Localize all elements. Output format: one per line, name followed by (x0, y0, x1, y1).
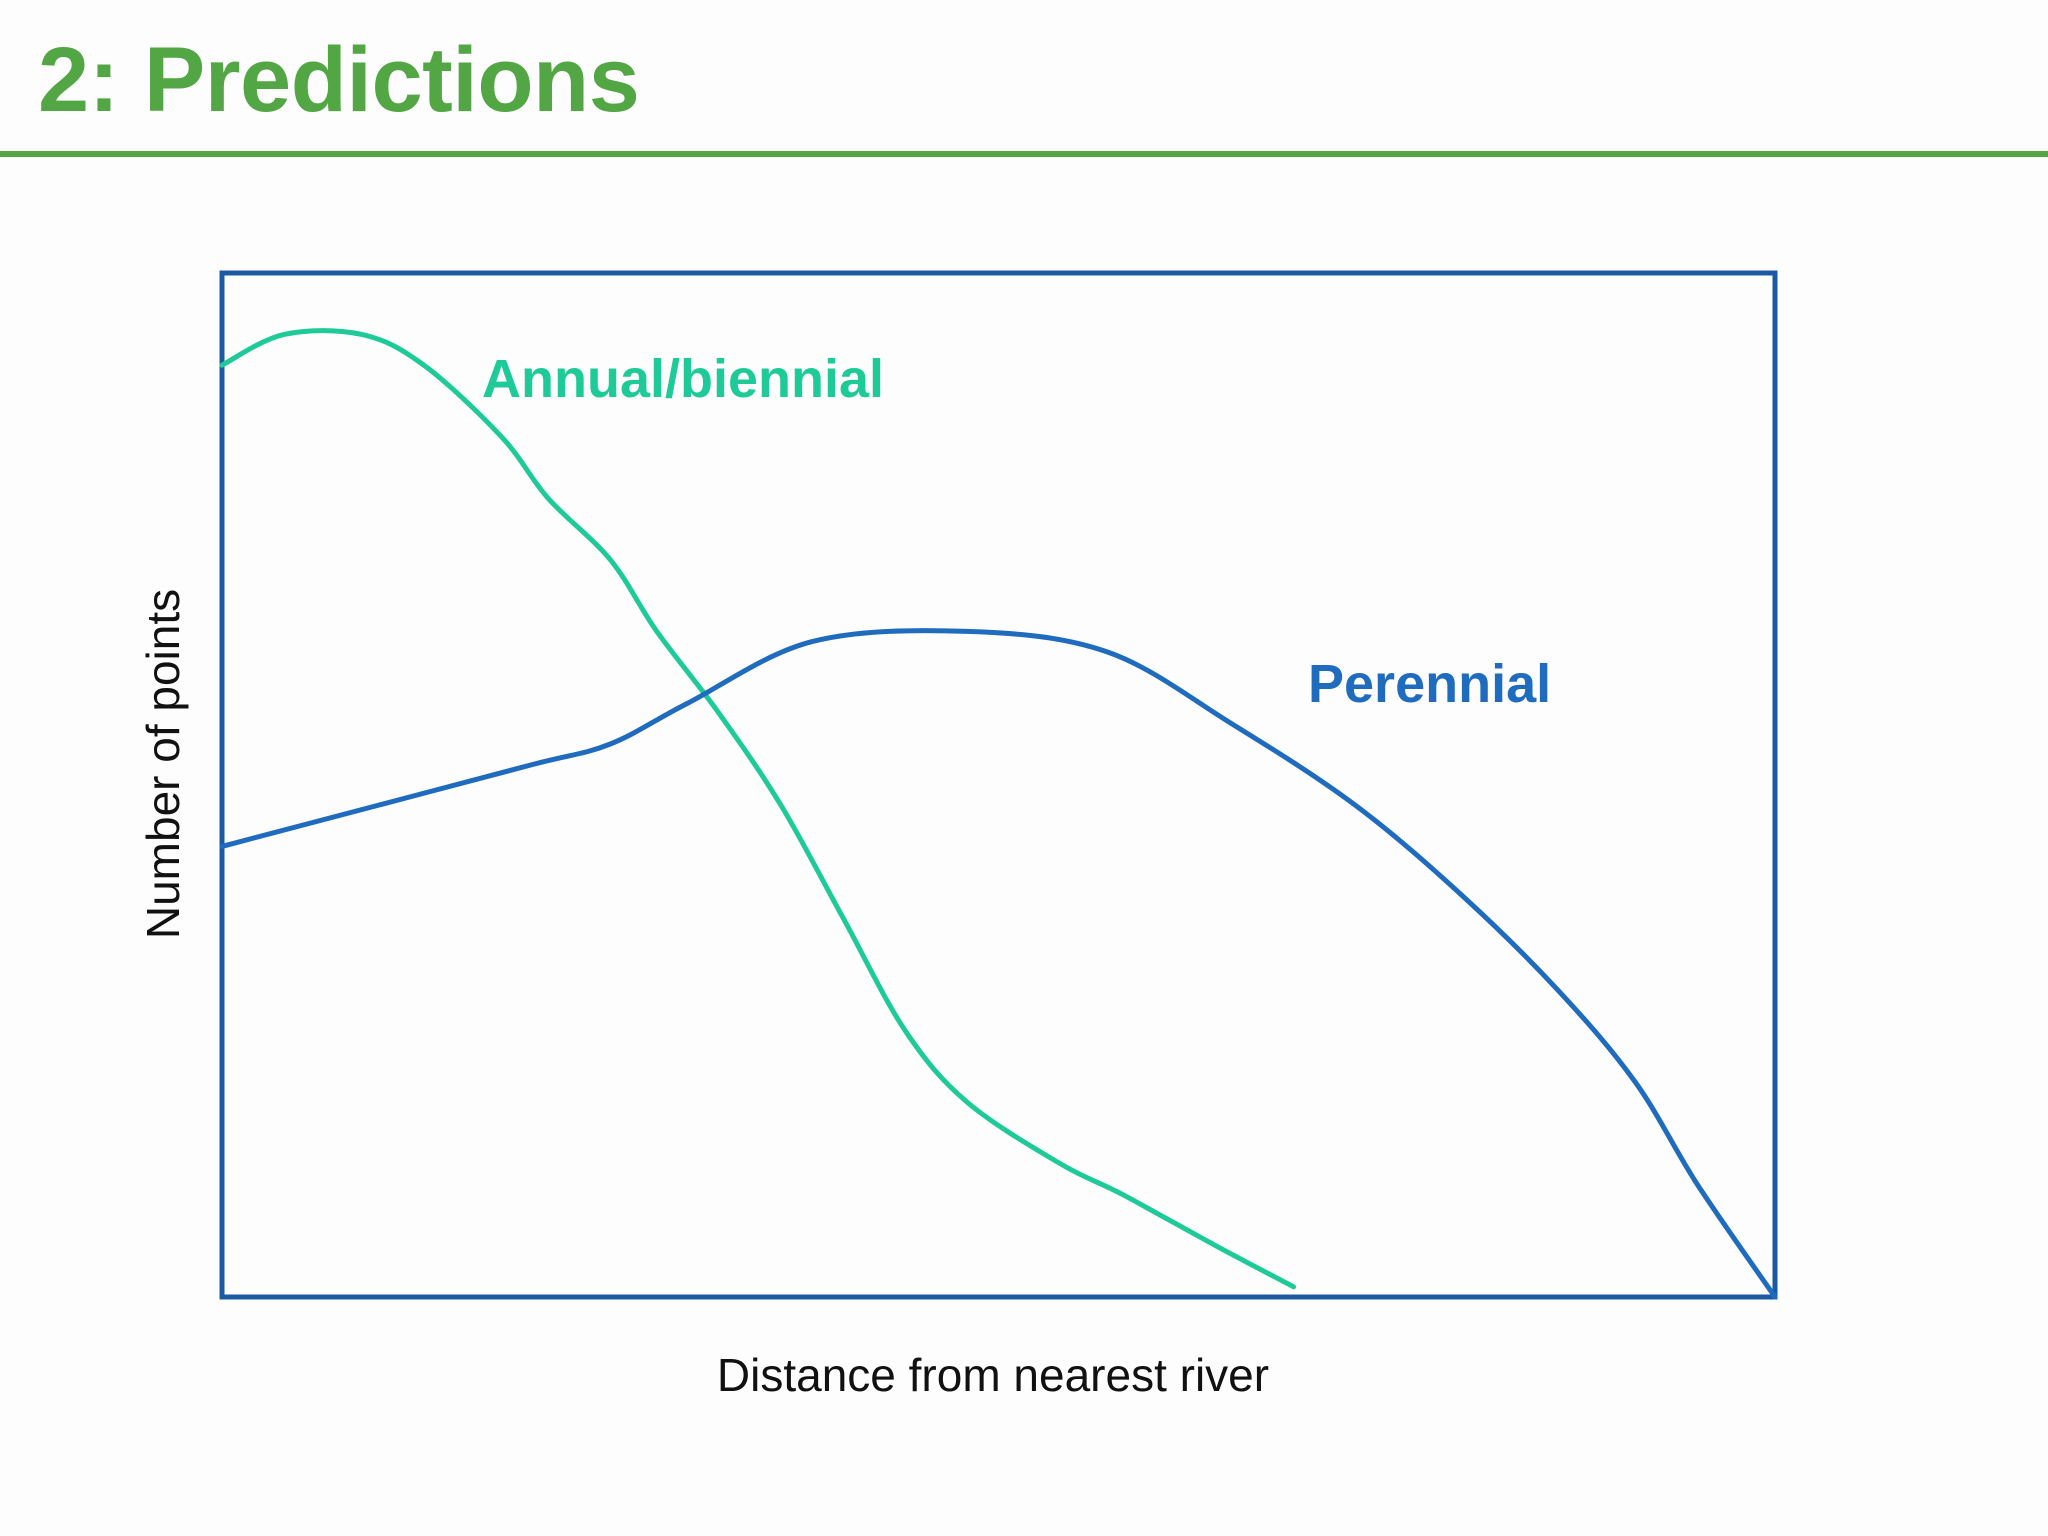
series-label-perennial: Perennial (1308, 654, 1551, 714)
series-label-annual: Annual/biennial (482, 349, 884, 409)
slide-title: 2: Predictions (38, 29, 640, 131)
y-axis-label: Number of points (137, 589, 189, 939)
series-line-perennial (219, 628, 1778, 1300)
plot-frame (219, 270, 1778, 1300)
x-axis-label: Distance from nearest river (717, 1349, 1269, 1401)
title-divider (0, 151, 2048, 157)
series-line-annual (219, 328, 1297, 1290)
